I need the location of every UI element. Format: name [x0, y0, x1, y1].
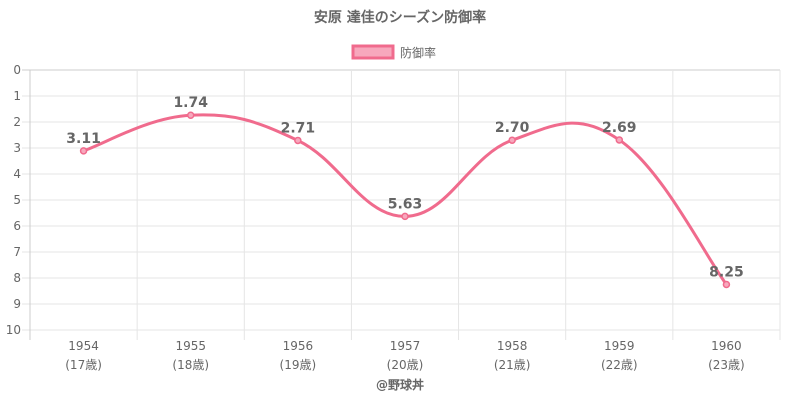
data-label: 5.63: [388, 196, 423, 212]
y-tick-label: 8: [13, 271, 21, 285]
credit-text: @野球丼: [376, 377, 424, 392]
legend-label: 防御率: [400, 45, 436, 60]
data-label: 3.11: [66, 131, 101, 147]
x-tick-sublabel: (18歳): [172, 358, 209, 372]
y-tick-label: 6: [13, 219, 21, 233]
x-tick-sublabel: (21歳): [494, 358, 531, 372]
y-tick-label: 2: [13, 115, 21, 129]
x-tick-label: 1955: [175, 339, 206, 353]
data-point: [401, 212, 409, 221]
x-tick-sublabel: (23歳): [708, 358, 745, 372]
data-label: 2.69: [602, 120, 637, 136]
y-tick-label: 4: [13, 167, 21, 181]
data-label: 2.71: [281, 120, 316, 136]
x-tick-sublabel: (22歳): [601, 358, 638, 372]
y-tick-label: 9: [13, 297, 21, 311]
data-point: [186, 111, 195, 119]
y-tick-label: 7: [13, 245, 21, 259]
data-point: [615, 136, 624, 144]
data-point: [722, 280, 731, 289]
y-axis-ticks: 0 1 2 3 4 5 6 7 8 9 10: [6, 63, 21, 337]
x-axis-ticks: 1954 (17歳) 1955 (18歳) 1956 (19歳) 1957 (20歳) 1958…: [65, 339, 744, 372]
data-point: [508, 136, 516, 144]
data-point: [79, 147, 88, 155]
legend[interactable]: 防御率: [351, 44, 436, 60]
y-tick-label: 5: [13, 193, 21, 207]
data-labels: 3.11 1.74 2.71 5.63 2.70 2.69 8.25: [66, 95, 743, 280]
x-tick-label: 1954: [68, 339, 99, 353]
y-tick-label: 10: [6, 323, 21, 337]
x-tick-label: 1958: [497, 339, 528, 353]
data-label: 1.74: [173, 95, 208, 111]
y-tick-label: 1: [13, 89, 21, 103]
chart-title: 安原 達佳のシーズン防御率: [314, 9, 486, 26]
y-tick-label: 0: [13, 63, 21, 77]
data-label: 8.25: [709, 265, 744, 281]
y-tick-label: 3: [13, 141, 21, 155]
x-tick-label: 1956: [283, 339, 314, 353]
x-tick-sublabel: (17歳): [65, 358, 102, 372]
data-label: 2.70: [495, 120, 530, 136]
legend-swatch: [351, 44, 395, 60]
series-line: [83, 113, 728, 286]
x-tick-label: 1957: [390, 339, 421, 353]
x-tick-label: 1959: [604, 339, 635, 353]
grid: [22, 69, 781, 340]
data-points: [79, 111, 731, 289]
data-point: [294, 136, 302, 145]
x-tick-sublabel: (19歳): [280, 358, 317, 372]
x-tick-label: 1960: [711, 339, 742, 353]
x-tick-sublabel: (20歳): [387, 358, 424, 372]
